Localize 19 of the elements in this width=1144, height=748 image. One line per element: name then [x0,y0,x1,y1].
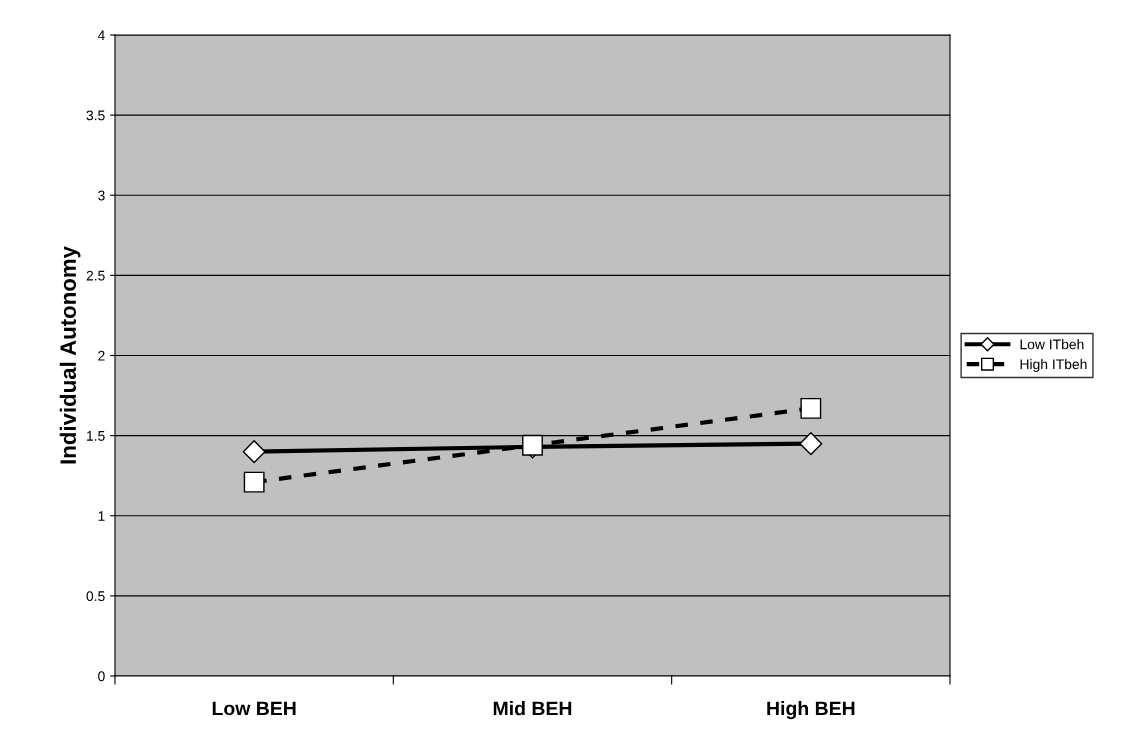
point [242,440,266,464]
y-tick-label: 0.5 [86,591,105,602]
y-tick-label: 3.5 [86,110,105,121]
y-tick-label: 3 [98,190,105,201]
point [799,432,823,456]
y-tick-label: 4 [97,30,105,41]
y-axis-title: Individual Autonomy [59,246,81,464]
x-tick-label: High BEH [767,701,855,720]
x-tick-label: Mid BEH [493,701,572,716]
x-tick-label: Low BEH [212,701,296,716]
y-tick-label: 2 [98,350,105,361]
legend-label: Low ITbeh [1020,339,1084,350]
y-tick-label: 1.5 [87,431,105,441]
point [800,397,822,419]
y-tick-label: 2.5 [86,270,105,281]
point [243,471,265,493]
y-tick-label: 1 [98,511,105,521]
y-tick-label: 0 [98,671,105,682]
legend-label: High ITbeh [1020,358,1087,372]
